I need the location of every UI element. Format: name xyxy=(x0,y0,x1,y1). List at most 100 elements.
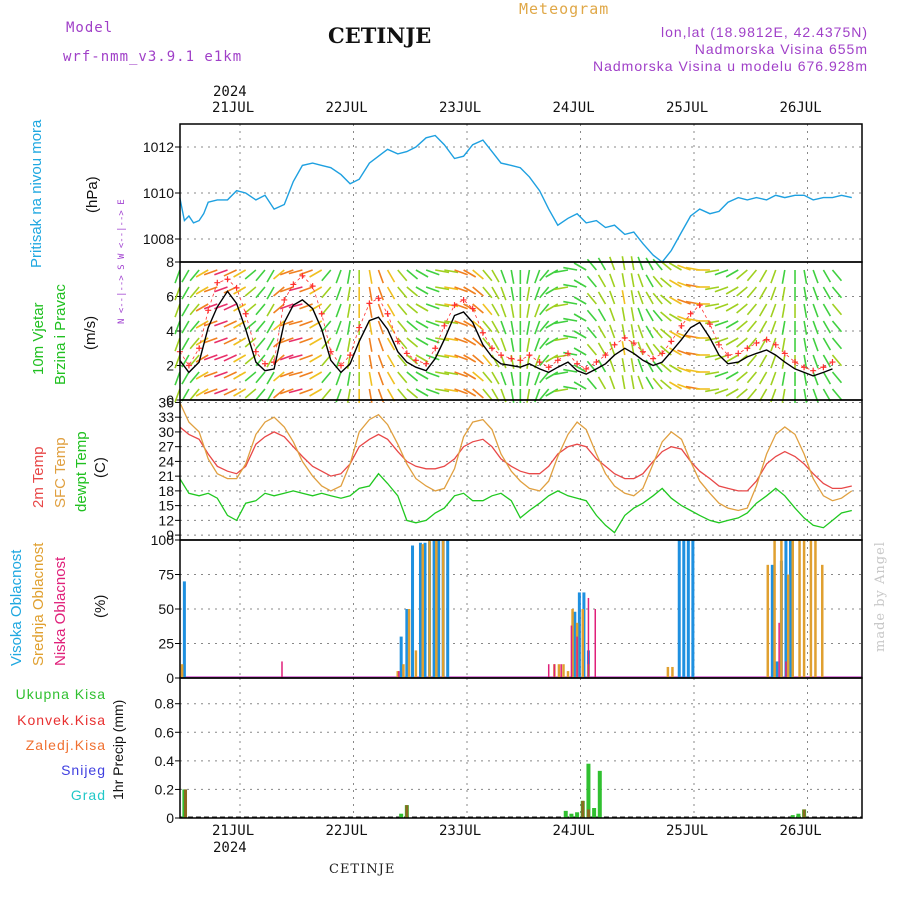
wind-barb xyxy=(573,381,587,390)
y-tick-label: 12 xyxy=(158,512,174,528)
wind-barb xyxy=(586,343,598,356)
wind-barb xyxy=(539,337,550,350)
wind-barb xyxy=(510,371,515,386)
y-tick-label: 1010 xyxy=(143,185,174,201)
total-precip-bar xyxy=(399,813,404,818)
wind-barb xyxy=(335,269,342,284)
wind-barb xyxy=(621,375,626,390)
low-cloud-bar xyxy=(553,664,556,678)
wind-speed-line xyxy=(179,290,833,377)
total-precip-bar xyxy=(569,813,574,818)
wind-barb xyxy=(397,371,408,384)
wind-barb xyxy=(660,277,672,288)
wind-barb xyxy=(255,269,266,282)
wind-barb xyxy=(526,269,531,284)
wind-barb xyxy=(397,337,408,350)
wind-barb xyxy=(586,360,598,373)
wind-barb xyxy=(299,371,313,378)
wind-barb xyxy=(660,362,672,373)
day-label-bottom: 24JUL xyxy=(552,823,595,839)
wind-barb xyxy=(714,371,729,378)
low-cloud-bar xyxy=(587,597,590,678)
wind-barb xyxy=(181,337,190,351)
gust-marker xyxy=(801,364,808,371)
high-cloud-bar xyxy=(788,540,792,678)
wind-barb xyxy=(189,337,200,350)
mid-cloud-bar xyxy=(421,544,424,678)
wind-barb xyxy=(377,354,385,369)
wind-barb xyxy=(621,307,626,322)
wind-barb xyxy=(203,303,218,310)
wind-barb xyxy=(705,286,720,291)
wind-barb xyxy=(335,320,342,335)
mid-cloud-bar xyxy=(435,540,438,678)
high-cloud-bar xyxy=(418,542,422,678)
wind-barb xyxy=(472,388,484,399)
wind-barb xyxy=(309,320,323,329)
wind-barb xyxy=(386,286,396,300)
wind-barb xyxy=(472,371,484,382)
wind-barb xyxy=(279,320,294,327)
wind-barb xyxy=(309,269,323,278)
lonlat-label: lon,lat (18.9812E, 42.4375N) xyxy=(660,24,868,40)
y-tick-label: 0.6 xyxy=(155,724,175,740)
y-tick-label: 2 xyxy=(166,358,174,374)
mid-cloud-bar xyxy=(821,564,824,678)
wind-barb xyxy=(746,354,758,367)
gust-marker xyxy=(242,310,249,317)
wind-barb xyxy=(255,320,266,333)
wind-barb xyxy=(609,290,616,305)
wind-barb xyxy=(368,371,373,386)
wind-barb xyxy=(181,388,190,402)
wind-barb xyxy=(510,320,515,335)
wind-barb xyxy=(406,371,419,382)
wind-barb xyxy=(758,371,768,385)
wind-barb xyxy=(573,262,587,271)
y-tick-label: 4 xyxy=(166,323,174,339)
wind-barb xyxy=(415,303,429,312)
wind-barb xyxy=(425,388,440,395)
wind-barb xyxy=(233,371,247,380)
wind-barb xyxy=(705,320,720,325)
wind-barb xyxy=(781,320,786,335)
wind-barb xyxy=(181,303,190,317)
wind-barb xyxy=(770,303,777,318)
wind-barb xyxy=(223,337,237,345)
wind-barb xyxy=(266,337,275,351)
wind-barb xyxy=(406,269,419,280)
wind-barb xyxy=(554,269,569,274)
wind-barb xyxy=(288,286,303,292)
wind-barb xyxy=(677,298,691,305)
wind-barb xyxy=(454,337,468,344)
wind-barb xyxy=(386,371,396,385)
wind-barb xyxy=(812,337,819,352)
gust-marker xyxy=(554,357,561,364)
y-tick-label: 50 xyxy=(158,601,174,617)
wind-barb xyxy=(195,388,209,397)
wind-barb xyxy=(273,269,285,280)
conv-precip-bar xyxy=(184,789,188,818)
wind-barb xyxy=(539,286,550,299)
mid-cloud-bar xyxy=(557,664,561,678)
legend-total-rain: Ukupna Kisa xyxy=(15,686,106,702)
wind-barb xyxy=(586,309,598,322)
wind-barb xyxy=(425,269,440,276)
gust-marker xyxy=(394,338,401,345)
day-label-top: 21JUL xyxy=(212,100,255,116)
wind-barb xyxy=(233,286,247,295)
wind-barb xyxy=(539,388,550,401)
total-precip-bar xyxy=(575,812,580,818)
wind-barb xyxy=(279,303,294,310)
y-tick-label: 21 xyxy=(158,468,174,484)
wind-barb xyxy=(377,303,385,318)
wind-barb xyxy=(472,337,484,348)
wind-barb xyxy=(309,337,323,346)
wind-barb xyxy=(195,269,209,278)
model-name: wrf-nmm_v3.9.1 e1km xyxy=(63,49,243,65)
wind-barb xyxy=(573,296,587,305)
wind-barb xyxy=(725,303,739,312)
wind-barb xyxy=(500,269,507,284)
wind-barb xyxy=(652,258,663,271)
wind-barb xyxy=(645,359,654,373)
gust-marker xyxy=(384,310,391,317)
